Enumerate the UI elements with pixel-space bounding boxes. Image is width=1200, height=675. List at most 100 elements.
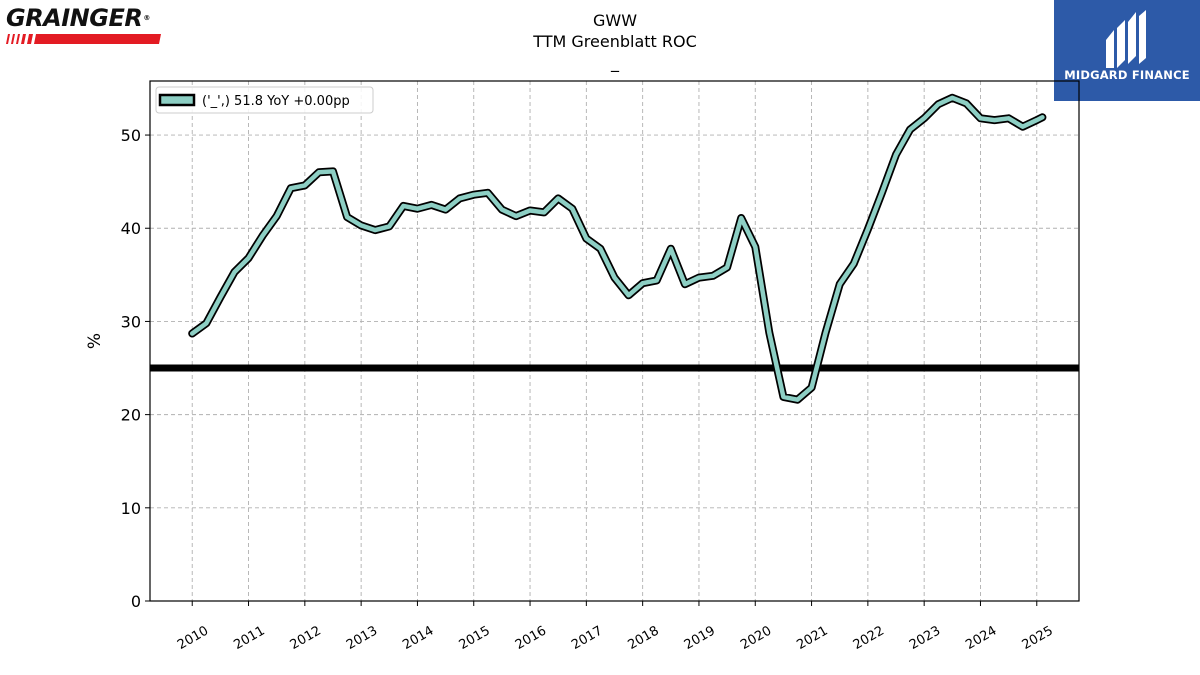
grainger-wordmark: GRAINGER®	[6, 4, 150, 32]
x-tick-label: 2014	[400, 623, 436, 653]
x-tick-label: 2023	[907, 623, 943, 653]
x-tick-label: 2011	[231, 623, 267, 653]
series-point	[1021, 125, 1025, 129]
series-point	[936, 102, 940, 106]
series-point	[542, 210, 546, 214]
series-point	[430, 203, 434, 207]
series-point	[556, 196, 560, 200]
x-tick-label: 2025	[1020, 623, 1056, 653]
chart-ticker: GWW	[592, 11, 638, 30]
series-point	[500, 208, 504, 212]
series-point	[528, 209, 532, 213]
x-tick-label: 2022	[851, 623, 887, 653]
y-tick-label: 20	[121, 406, 141, 425]
legend-swatch	[158, 93, 196, 107]
x-tick-label: 2020	[738, 623, 774, 653]
series-point	[458, 196, 462, 200]
grainger-registered-mark: ®	[143, 14, 150, 22]
series-point	[401, 204, 405, 208]
series-point	[387, 224, 391, 228]
series-point	[781, 395, 785, 399]
series-point	[852, 262, 856, 266]
legend-label: ('_',) 51.8 YoY +0.00pp	[202, 94, 350, 109]
series-point	[838, 282, 842, 286]
series-point	[303, 183, 307, 187]
series-point	[894, 153, 898, 157]
series-point	[1040, 115, 1044, 119]
x-tick-label: 2018	[625, 623, 661, 653]
series-point	[725, 265, 729, 269]
series-point	[1007, 116, 1011, 120]
series-point	[1035, 118, 1039, 122]
series-point	[964, 101, 968, 105]
series-point	[486, 191, 490, 195]
grainger-accent-bar	[6, 34, 161, 44]
series-point	[598, 247, 602, 251]
series-point	[331, 169, 335, 173]
series-point	[444, 208, 448, 212]
series-point	[993, 118, 997, 122]
legend-box	[155, 86, 374, 114]
series-point	[584, 237, 588, 241]
chart-title: GWW TTM Greenblatt ROC _	[465, 10, 765, 73]
grainger-name: GRAINGER	[6, 4, 143, 32]
series-point	[317, 170, 321, 174]
y-axis-label: %	[85, 333, 105, 349]
y-tick-label: 0	[131, 592, 141, 611]
series-point	[570, 207, 574, 211]
series-point	[866, 227, 870, 231]
midgard-logo-background	[1054, 0, 1200, 101]
series-point	[373, 228, 377, 232]
series-point	[345, 215, 349, 219]
series-point	[415, 207, 419, 211]
series-point	[979, 116, 983, 120]
series-line-outline	[188, 93, 1047, 404]
series-point	[753, 245, 757, 249]
series-point	[275, 214, 279, 218]
y-axis: 0 10 20 30 40 50	[121, 126, 150, 611]
series-point	[289, 186, 293, 190]
series-point	[613, 276, 617, 280]
y-tick-label: 10	[121, 499, 141, 518]
series-point	[908, 128, 912, 132]
series-point	[683, 282, 687, 286]
midgard-finance-logo: MIDGARD FINANCE	[1054, 0, 1200, 101]
x-axis: 2010 2011 2012 2013 2014 2015 2016 2017 2018 2019…	[175, 601, 1056, 653]
x-tick-label: 2021	[794, 623, 830, 653]
series-point	[247, 256, 251, 260]
x-tick-label: 2019	[682, 623, 718, 653]
x-tick-label: 2024	[963, 623, 999, 653]
x-tick-label: 2013	[344, 623, 380, 653]
series-point	[796, 398, 800, 402]
x-tick-label: 2017	[569, 623, 605, 653]
x-tick-label: 2016	[513, 623, 549, 653]
plot-frame	[149, 80, 1080, 602]
series-point	[359, 223, 363, 227]
series-point	[697, 276, 701, 280]
series-point	[641, 281, 645, 285]
series-line	[189, 95, 1045, 402]
series-point	[739, 216, 743, 220]
series-point	[472, 193, 476, 197]
x-tick-label: 2015	[457, 623, 493, 653]
series-point	[810, 386, 814, 390]
series-point	[204, 321, 208, 325]
series-point	[950, 96, 954, 100]
midgard-wordmark: MIDGARD FINANCE	[1064, 68, 1190, 82]
series-point	[922, 116, 926, 120]
series-point	[711, 274, 715, 278]
series-point	[655, 278, 659, 282]
x-tick-label: 2010	[175, 623, 211, 653]
series-point	[627, 293, 631, 297]
series-point	[261, 234, 265, 238]
grainger-logo: GRAINGER®	[6, 4, 171, 44]
y-tick-label: 50	[121, 126, 141, 145]
chart-grid	[150, 81, 1079, 602]
x-tick-label: 2012	[288, 623, 324, 653]
series-point	[190, 332, 194, 336]
series-point	[824, 331, 828, 335]
series-point	[880, 191, 884, 195]
chart-series	[188, 93, 1047, 404]
y-tick-label: 40	[121, 219, 141, 238]
series-point	[218, 295, 222, 299]
